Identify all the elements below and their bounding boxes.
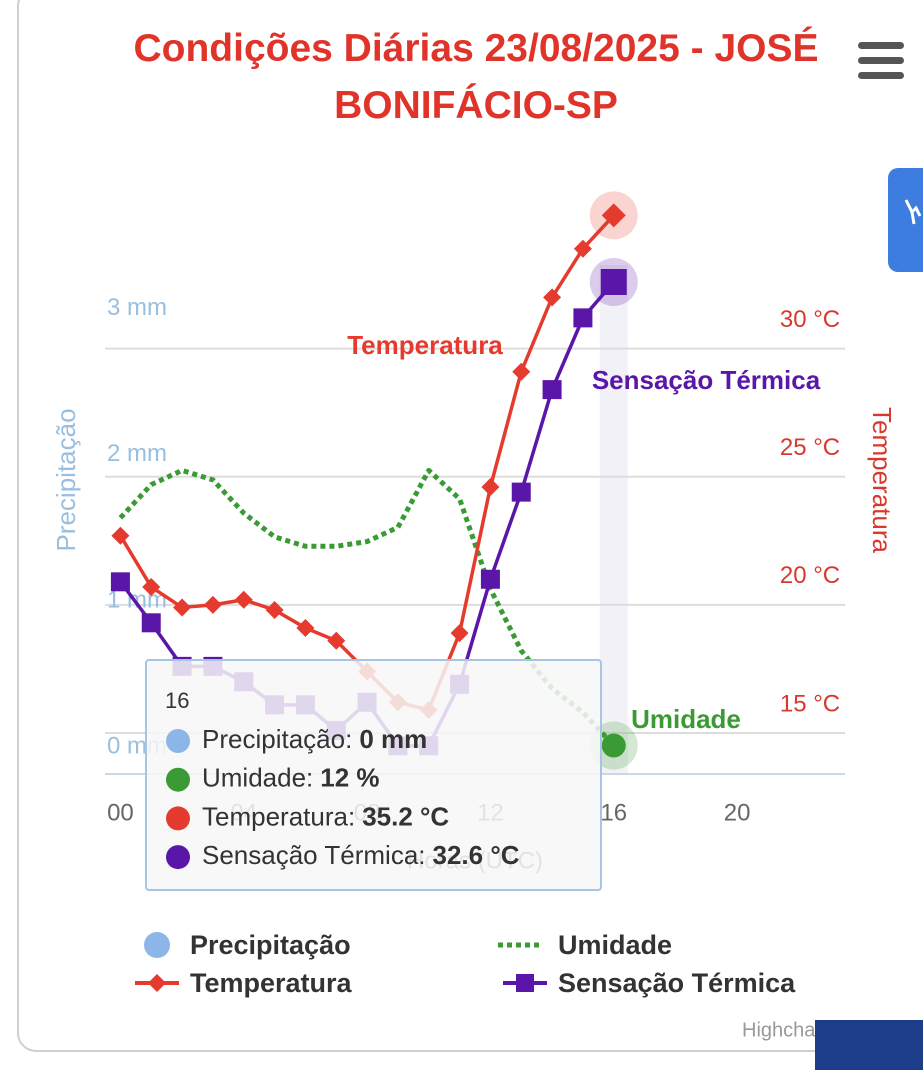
plot-area: 15 °C20 °C25 °C30 °C0 mm1 mm2 mm3 mm0004…: [51, 191, 897, 998]
legend-label: Precipitação: [190, 930, 351, 960]
marker: [141, 613, 161, 633]
tooltip-label: Umidade:: [202, 763, 313, 793]
y-tick-label: 3 mm: [107, 294, 167, 321]
tooltip: 16 Precipitação: 0 mm Umidade: 12 % Temperatu…: [145, 659, 602, 891]
tooltip-label: Temperatura:: [202, 801, 355, 831]
accessibility-button[interactable]: [888, 168, 923, 272]
menu-button[interactable]: [858, 42, 904, 79]
legend-symbol: [148, 974, 166, 992]
legend-label: Sensação Térmica: [558, 968, 796, 998]
marker: [450, 624, 469, 643]
tooltip-dot: [166, 729, 190, 753]
marker: [234, 590, 253, 609]
tooltip-dot: [166, 845, 190, 870]
marker: [511, 482, 531, 502]
accessibility-icon: [904, 199, 922, 225]
tooltip-label: Sensação Térmica:: [202, 840, 426, 870]
tooltip-row: Umidade: 12 %: [202, 763, 380, 793]
marker: [142, 577, 161, 596]
tooltip-row: Sensação Térmica: 32.6 °C: [202, 840, 520, 870]
marker: [327, 631, 346, 650]
legend-symbol: [144, 932, 170, 958]
marker: [601, 203, 626, 228]
series-label: Sensação Térmica: [592, 365, 821, 395]
tooltip-value: 35.2 °C: [362, 801, 449, 831]
marker: [601, 733, 626, 758]
marker: [573, 239, 592, 258]
legend-item[interactable]: Umidade: [498, 930, 672, 960]
menu-bar[interactable]: [858, 72, 904, 79]
tooltip-header: 16: [165, 688, 189, 713]
corner-widget[interactable]: [815, 1020, 923, 1070]
y2-tick-label: 30 °C: [780, 306, 840, 333]
marker: [480, 569, 500, 589]
y2-axis-title: Temperatura: [867, 407, 897, 553]
marker: [542, 380, 562, 400]
legend-item[interactable]: Temperatura: [135, 968, 353, 998]
x-tick-label: 00: [107, 799, 134, 826]
legend-symbol: [516, 974, 534, 992]
tooltip-box: [145, 659, 602, 891]
marker: [600, 269, 627, 295]
marker: [512, 362, 531, 381]
tooltip-row: Temperatura: 35.2 °C: [202, 801, 449, 831]
marker: [173, 598, 192, 617]
marker: [265, 601, 284, 619]
legend-label: Umidade: [558, 930, 672, 960]
marker: [110, 572, 130, 592]
tooltip-value: 12 %: [320, 763, 379, 793]
tooltip-value: 32.6 °C: [433, 840, 520, 870]
series-label: Temperatura: [347, 330, 503, 360]
marker: [203, 595, 222, 614]
hover-band: [599, 265, 628, 774]
y-axis-title: Precipitação: [51, 408, 81, 551]
accessibility-tab[interactable]: [888, 168, 923, 272]
legend-item[interactable]: Precipitação: [144, 930, 351, 960]
series-line: [118, 467, 616, 748]
marker: [543, 288, 562, 307]
tooltip-value: 0 mm: [359, 724, 427, 754]
marker: [573, 308, 593, 328]
y2-tick-label: 20 °C: [780, 562, 840, 589]
x-tick-label: 20: [724, 799, 751, 826]
chart-title: Condições Diárias 23/08/2025 - JOSÉ BONI…: [133, 27, 819, 127]
series-label: Umidade: [631, 704, 741, 734]
tooltip-row: Precipitação: 0 mm: [202, 724, 427, 754]
tooltip-dot: [166, 767, 190, 792]
y2-tick-label: 25 °C: [780, 434, 840, 461]
menu-bar[interactable]: [858, 42, 904, 49]
menu-bar[interactable]: [858, 57, 904, 64]
tooltip-label: Precipitação:: [202, 724, 352, 754]
legend-label: Temperatura: [190, 968, 353, 998]
y-tick-label: 2 mm: [107, 440, 167, 467]
tooltip-dot: [166, 806, 190, 831]
y2-tick-label: 15 °C: [780, 690, 840, 717]
x-tick-label: 16: [600, 799, 627, 826]
marker: [481, 478, 500, 496]
legend-item[interactable]: Sensação Térmica: [503, 968, 796, 998]
marker: [296, 618, 315, 637]
marker: [111, 526, 130, 545]
